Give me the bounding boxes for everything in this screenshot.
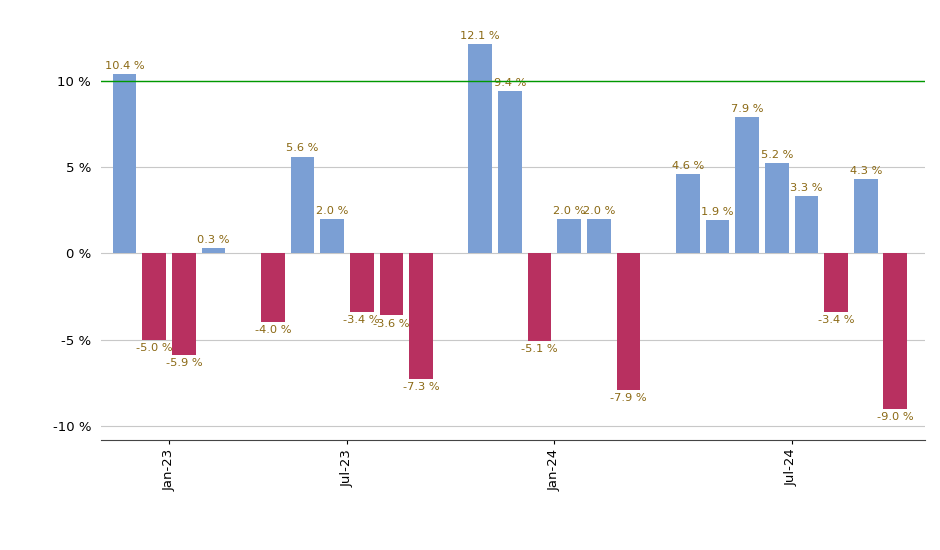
Bar (409, 253, 432, 379)
Text: 9.4 %: 9.4 % (494, 78, 526, 88)
Text: -3.4 %: -3.4 % (343, 315, 380, 325)
Text: 10.4 %: 10.4 % (104, 60, 145, 70)
Bar (380, 253, 403, 315)
Bar (350, 253, 373, 312)
Text: -3.6 %: -3.6 % (373, 318, 410, 328)
Text: -9.0 %: -9.0 % (877, 412, 914, 422)
Text: 7.9 %: 7.9 % (731, 104, 763, 114)
Bar (884, 253, 907, 409)
Bar (290, 157, 314, 253)
Text: 0.3 %: 0.3 % (197, 235, 229, 245)
Bar (706, 221, 729, 253)
Text: 12.1 %: 12.1 % (461, 31, 500, 41)
Text: 2.0 %: 2.0 % (553, 206, 586, 216)
Text: -7.9 %: -7.9 % (610, 393, 647, 403)
Bar (527, 253, 552, 342)
Bar (854, 179, 878, 253)
Bar (468, 45, 493, 253)
Bar (498, 91, 522, 253)
Bar (172, 253, 196, 355)
Bar (261, 253, 285, 322)
Bar (735, 117, 759, 253)
Text: 1.9 %: 1.9 % (701, 207, 734, 217)
Text: 5.6 %: 5.6 % (287, 144, 319, 153)
Bar (113, 74, 136, 253)
Bar (587, 219, 611, 253)
Bar (765, 163, 789, 253)
Bar (142, 253, 166, 339)
Bar (557, 219, 581, 253)
Text: 2.0 %: 2.0 % (583, 206, 615, 216)
Bar (794, 196, 819, 253)
Text: 3.3 %: 3.3 % (791, 183, 822, 193)
Text: 5.2 %: 5.2 % (760, 150, 793, 161)
Bar (321, 219, 344, 253)
Text: 4.6 %: 4.6 % (672, 161, 704, 170)
Bar (676, 174, 699, 253)
Text: -7.3 %: -7.3 % (402, 382, 439, 392)
Text: 4.3 %: 4.3 % (850, 166, 882, 176)
Text: -5.1 %: -5.1 % (522, 344, 558, 354)
Bar (824, 253, 848, 312)
Text: -5.9 %: -5.9 % (165, 358, 202, 368)
Bar (617, 253, 640, 389)
Text: -5.0 %: -5.0 % (136, 343, 173, 353)
Bar (201, 248, 226, 253)
Text: -4.0 %: -4.0 % (255, 326, 291, 336)
Text: 2.0 %: 2.0 % (316, 206, 348, 216)
Text: -3.4 %: -3.4 % (818, 315, 854, 325)
